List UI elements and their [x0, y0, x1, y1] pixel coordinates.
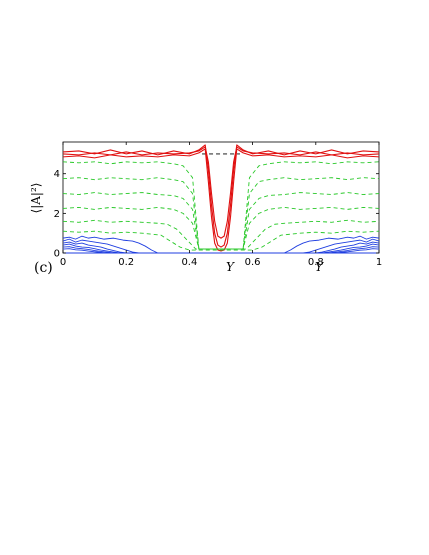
series-line-5: [62, 177, 380, 250]
plot-area: 0 0.2 0.4 0.6 0.8 1 0 2 4: [54, 141, 382, 268]
x-tick-label: 0.6: [245, 257, 261, 268]
series-line-2: [62, 144, 380, 248]
series-layer: [62, 144, 380, 254]
series-line-3: [62, 148, 380, 252]
series-line-12: [62, 241, 127, 254]
y-tick-label: 0: [54, 249, 60, 260]
series-line-15: [62, 248, 108, 254]
series-line-18: [315, 241, 380, 254]
x-axis-label-repeat: Y: [315, 260, 324, 274]
series-line-8: [62, 219, 380, 250]
series-line-13: [62, 243, 120, 254]
x-tick-label: 0.2: [118, 257, 134, 268]
y-ticks: 0 2 4: [54, 169, 379, 260]
series-line-10: [62, 235, 158, 254]
series-line-9: [62, 230, 380, 251]
series-line-20: [328, 246, 380, 254]
y-axis-label: ⟨|A|²⟩: [29, 183, 43, 214]
x-tick-label: 0.8: [308, 257, 324, 268]
x-axis-label: Y: [226, 260, 235, 274]
series-line-16: [284, 235, 380, 254]
series-line-1: [62, 146, 380, 239]
y-tick-label: 2: [54, 209, 60, 220]
series-line-14: [62, 246, 114, 254]
y-tick-label: 4: [54, 169, 60, 180]
x-tick-label: 0.4: [181, 257, 197, 268]
series-line-19: [322, 243, 380, 254]
panel-label: (c): [34, 260, 53, 276]
x-ticks: 0 0.2 0.4 0.6 0.8 1: [60, 142, 382, 268]
x-tick-label: 1: [376, 257, 382, 268]
x-tick-label: 0: [60, 257, 66, 268]
series-line-21: [334, 248, 380, 254]
